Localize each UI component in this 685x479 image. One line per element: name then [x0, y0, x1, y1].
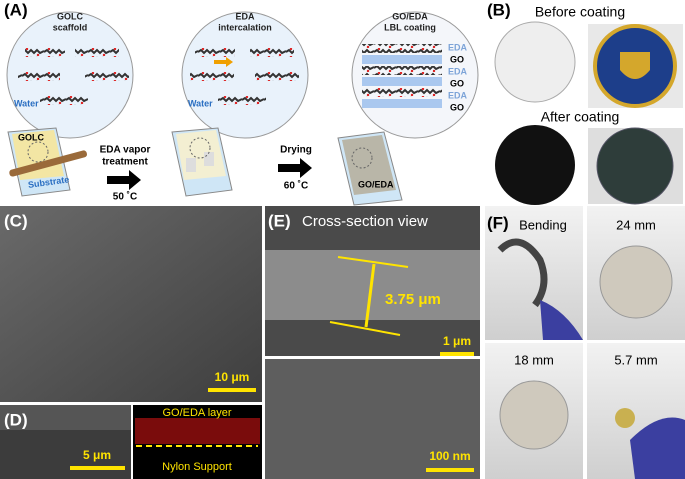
step-text: treatment	[102, 157, 148, 168]
photo-label: 5.7 mm	[614, 352, 657, 367]
substrate-region	[0, 430, 131, 479]
go-sheet	[218, 96, 266, 105]
layer-label: EDA	[448, 66, 468, 76]
film: GOLC Substrate	[7, 127, 87, 197]
layer-label: EDA	[448, 42, 468, 52]
layer-label: GO	[450, 54, 464, 64]
layer-label: EDA	[448, 90, 468, 100]
white-disc	[494, 21, 576, 103]
zoom-circle	[189, 137, 211, 159]
patch	[186, 158, 196, 172]
film: GO/EDA	[337, 131, 403, 206]
go-sheet	[250, 48, 294, 57]
eda-layer	[362, 77, 442, 86]
film-label: GO/EDA	[358, 179, 394, 189]
glove	[540, 300, 583, 340]
caption: Before coating	[535, 4, 625, 20]
sem-image	[265, 359, 480, 479]
step-text: EDA vapor	[100, 145, 151, 156]
glove	[630, 417, 685, 479]
photo-label: Bending	[519, 217, 567, 232]
medium-label: Water	[14, 98, 39, 108]
eda-layer	[362, 99, 442, 108]
layer-label: GO/EDA layer	[162, 407, 231, 419]
zoom-circle	[27, 141, 49, 163]
sem-image	[0, 206, 262, 402]
caption: After coating	[541, 109, 620, 125]
panel-label: (E)	[268, 211, 291, 230]
go-sheet	[25, 48, 65, 57]
bubble-title: GO/EDA	[392, 11, 428, 21]
bubble: EDA intercalation Water	[181, 11, 309, 139]
photo-label: 18 mm	[514, 352, 554, 367]
medium-label: Water	[188, 98, 213, 108]
layer-label: Nylon Support	[162, 461, 232, 473]
photo	[485, 206, 583, 340]
bubble: GOLC scaffold Water	[6, 11, 134, 139]
zoom-circle	[351, 147, 373, 169]
layer-label: GO	[450, 102, 464, 112]
go-sheet	[85, 72, 129, 81]
bubble-circle	[6, 11, 134, 139]
go-sheet	[255, 72, 299, 81]
rolled-film	[499, 380, 569, 450]
go-sheet	[40, 96, 88, 105]
eda-layer	[362, 55, 442, 64]
go-sheet	[190, 72, 234, 81]
scale-label: 5 μm	[83, 448, 111, 462]
boundary-line	[337, 256, 409, 268]
process-arrow	[107, 170, 141, 190]
step-text: Drying	[280, 145, 312, 156]
bubble-title: intercalation	[218, 22, 272, 32]
small-disc	[615, 408, 635, 428]
panel-label: (D)	[4, 410, 28, 429]
thickness-label: 3.75 μm	[385, 291, 441, 308]
go-sheet	[18, 72, 60, 81]
scale-bar	[208, 388, 256, 392]
panel-label: (B)	[487, 0, 511, 19]
caption: Cross-section view	[302, 213, 428, 230]
rolled-film	[599, 245, 673, 319]
panel-label: (A)	[4, 0, 28, 19]
scale-bar	[426, 468, 474, 472]
go-sheet	[362, 44, 442, 53]
coated-medal	[596, 127, 674, 205]
step-temp: 50 ˚C	[113, 191, 137, 203]
scale-bar	[70, 466, 125, 470]
scale-label: 100 nm	[429, 449, 470, 463]
patch	[204, 152, 214, 166]
bent-film	[497, 238, 548, 308]
process-arrow	[278, 158, 312, 178]
black-disc	[495, 125, 575, 205]
crest	[620, 52, 650, 79]
rod	[9, 150, 87, 177]
bubble-title: scaffold	[53, 22, 88, 32]
bubble: GO/EDA LBL coating EDA GO EDA GO EDA GO	[351, 11, 479, 139]
panel-label: (F)	[487, 213, 509, 232]
scale-bar	[440, 352, 474, 356]
scale-label: 10 μm	[215, 370, 250, 384]
scale-label: 1 μm	[443, 334, 471, 348]
go-sheet	[195, 48, 235, 57]
layer-label: GO	[450, 78, 464, 88]
panel-label: (C)	[4, 211, 28, 230]
go-sheet	[362, 66, 442, 75]
arrow-head	[226, 57, 233, 67]
film	[171, 127, 233, 197]
bubble-title: EDA	[235, 11, 255, 21]
go-sheet	[362, 88, 442, 97]
go-sheet	[75, 48, 119, 57]
thickness-arrow	[364, 263, 376, 328]
red-layer	[135, 418, 260, 444]
boundary-line	[329, 321, 401, 336]
film-label: GOLC	[18, 132, 44, 142]
bubble-title: GOLC	[57, 11, 83, 21]
photo-label: 24 mm	[616, 217, 656, 232]
step-temp: 60 ˚C	[284, 180, 308, 192]
bubble-circle	[181, 11, 309, 139]
bubble-title: LBL coating	[384, 22, 436, 32]
